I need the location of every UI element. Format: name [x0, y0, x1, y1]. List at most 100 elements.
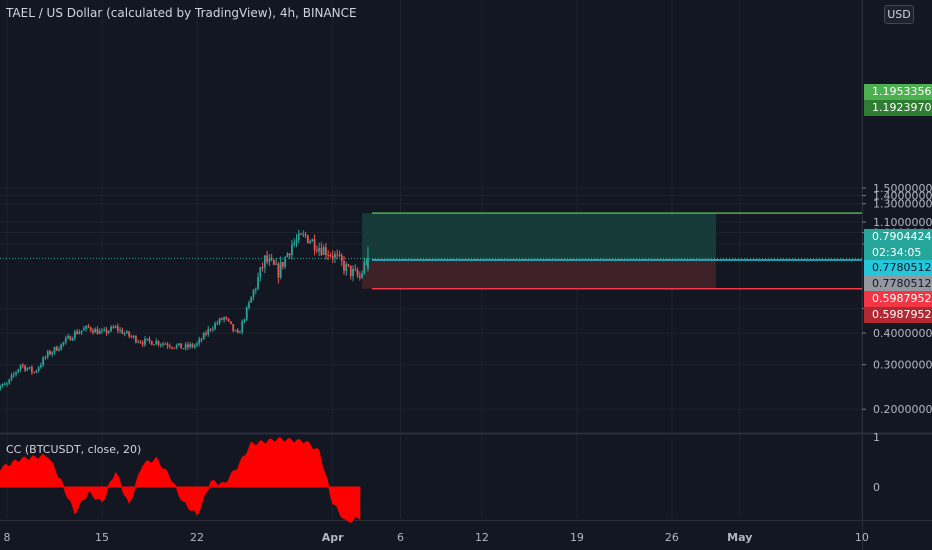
candle-body: [343, 260, 345, 271]
candle-body: [243, 319, 246, 322]
candle-body: [257, 277, 259, 289]
candle-body: [3, 384, 6, 386]
candle-body: [214, 323, 216, 329]
candle-body: [340, 255, 343, 261]
candle-body: [361, 273, 363, 278]
candle-body: [51, 352, 54, 355]
candle-body: [123, 333, 126, 335]
candle-body: [248, 302, 250, 308]
candle-body: [209, 328, 212, 330]
candle-body: [259, 267, 262, 278]
time-tick-label: 22: [190, 531, 204, 544]
candle-body: [159, 344, 162, 346]
price-tick-label: 0.20000000: [873, 403, 932, 416]
candle-body: [232, 323, 235, 331]
candle-body: [347, 264, 350, 266]
candle-body: [21, 365, 24, 367]
candle-body: [155, 340, 158, 345]
candle-body: [352, 269, 354, 277]
candle-body: [85, 325, 88, 329]
candle-body: [171, 347, 174, 349]
candle-body: [82, 328, 85, 331]
candle-body: [338, 254, 341, 256]
candle-body: [89, 327, 92, 331]
candle-body: [42, 357, 45, 366]
candle-body: [55, 346, 58, 351]
candle-body: [363, 262, 366, 274]
stop-price-badge: 0.59879525: [864, 291, 932, 307]
time-tick-label: 6: [397, 531, 404, 544]
candle-body: [279, 262, 282, 278]
candle-body: [40, 365, 42, 368]
candle-body: [30, 366, 33, 373]
candle-body: [216, 323, 219, 325]
candle-body: [162, 343, 164, 345]
candle-body: [150, 340, 153, 345]
candle-body: [132, 336, 135, 338]
candle-body: [191, 344, 194, 347]
candle-body: [114, 326, 117, 328]
candle-body: [254, 288, 257, 291]
candle-body: [284, 257, 287, 267]
candle-body: [220, 318, 223, 320]
candle-body: [354, 269, 357, 271]
candle-body: [137, 341, 140, 343]
candle-body: [234, 330, 237, 332]
candle-body: [119, 329, 121, 331]
candle-body: [252, 290, 255, 297]
candle-body: [300, 233, 302, 235]
candle-body: [96, 328, 99, 335]
candle-body: [53, 346, 56, 353]
candle-body: [196, 343, 198, 346]
candle-body: [277, 263, 280, 278]
candle-body: [135, 336, 137, 343]
target-price-badge: 1.19533566: [864, 84, 932, 100]
candle-body: [205, 332, 207, 335]
candle-body: [69, 336, 72, 341]
candle-body: [309, 241, 311, 243]
candle-body: [241, 321, 244, 333]
candle-body: [227, 318, 230, 322]
candle-body: [105, 329, 108, 334]
candle-body: [367, 258, 369, 269]
time-tick-label: May: [727, 531, 752, 544]
candle-body: [33, 372, 36, 374]
candle-body: [198, 339, 201, 344]
candle-body: [46, 351, 49, 358]
candle-body: [356, 269, 359, 276]
candle-body: [286, 253, 289, 258]
candle-body: [334, 254, 336, 258]
indicator-axis-label: 0: [873, 481, 880, 494]
candle-body: [78, 332, 81, 335]
candle-body: [270, 258, 273, 261]
stop-alt-badge: 0.59879525: [864, 307, 932, 323]
time-tick-label: 12: [475, 531, 489, 544]
candle-body: [6, 383, 8, 385]
candle-body: [263, 255, 266, 268]
candle-body: [365, 261, 368, 263]
candle-body: [329, 255, 332, 257]
currency-button[interactable]: USD: [884, 5, 914, 24]
candle-body: [168, 346, 171, 348]
candle-body: [112, 326, 115, 328]
candle-body: [182, 348, 185, 350]
candle-body: [37, 367, 40, 371]
candle-body: [19, 365, 22, 370]
entry-price-badge: 0.77805124: [864, 260, 932, 276]
candle-body: [230, 321, 232, 324]
candle-body: [60, 343, 63, 350]
candle-body: [62, 342, 65, 344]
loss-zone: [362, 260, 716, 289]
candle-body: [189, 344, 192, 348]
candle-body: [315, 250, 318, 252]
candle-body: [207, 328, 210, 335]
candle-body: [130, 336, 133, 338]
candle-body: [225, 317, 228, 319]
candle-body: [295, 239, 298, 243]
candle-body: [187, 344, 189, 348]
indicator-axis-label: 1: [873, 431, 880, 444]
